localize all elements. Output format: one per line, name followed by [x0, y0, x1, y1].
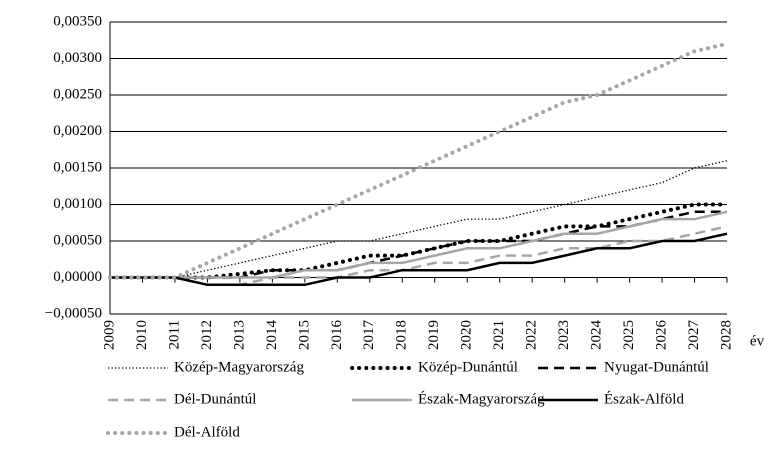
x-tick-label: 2010 — [134, 320, 150, 350]
x-tick-label: 2013 — [231, 320, 247, 350]
y-tick-label: 0,00100 — [53, 196, 102, 212]
y-tick-label: 0,00300 — [53, 50, 102, 66]
legend-label: Észak-Alföld — [604, 390, 684, 407]
legend-label: Dél-Dunántúl — [174, 391, 256, 407]
x-tick-label: 2026 — [653, 320, 669, 351]
legend-label: Nyugat-Dunántúl — [604, 359, 709, 375]
x-tick-label: 2023 — [556, 320, 572, 350]
y-tick-label: 0,00250 — [53, 86, 102, 102]
x-tick-label: 2016 — [329, 320, 345, 351]
x-tick-label: 2022 — [524, 320, 540, 350]
x-tick-label: 2011 — [166, 320, 182, 349]
legend-label: Észak-Magyarország — [418, 390, 545, 407]
x-tick-label: 2020 — [459, 320, 475, 350]
y-tick-label: 0,00150 — [53, 159, 102, 175]
x-tick-label: 2028 — [718, 320, 734, 350]
x-tick-label: 2018 — [394, 320, 410, 350]
y-tick-label: 0,00000 — [53, 269, 102, 285]
series-line — [110, 210, 728, 279]
x-tick-label: 2015 — [296, 320, 312, 350]
x-tick-label: 2014 — [264, 320, 280, 351]
x-tick-label: 2024 — [589, 320, 605, 351]
x-tick-label: 2025 — [621, 320, 637, 350]
y-tick-label: 0,00200 — [53, 123, 102, 139]
x-tick-label: 2012 — [199, 320, 215, 350]
series-line — [108, 41, 729, 280]
x-tick-label: 2017 — [361, 320, 377, 351]
legend-label: Dél-Alföld — [174, 424, 240, 440]
y-tick-label: 0,00350 — [53, 13, 102, 29]
x-tick-label: 2019 — [426, 320, 442, 350]
x-tick-label: 2021 — [491, 320, 507, 350]
series-line — [110, 232, 728, 287]
x-axis-label: év — [750, 333, 765, 349]
x-tick-label: 2009 — [101, 320, 117, 350]
y-tick-label: −0,00050 — [45, 305, 102, 321]
x-tick-label: 2027 — [686, 320, 702, 351]
legend-label: Közép-Magyarország — [174, 359, 304, 375]
legend-label: Közép-Dunántúl — [418, 359, 518, 375]
y-tick-label: 0,00050 — [53, 232, 102, 248]
